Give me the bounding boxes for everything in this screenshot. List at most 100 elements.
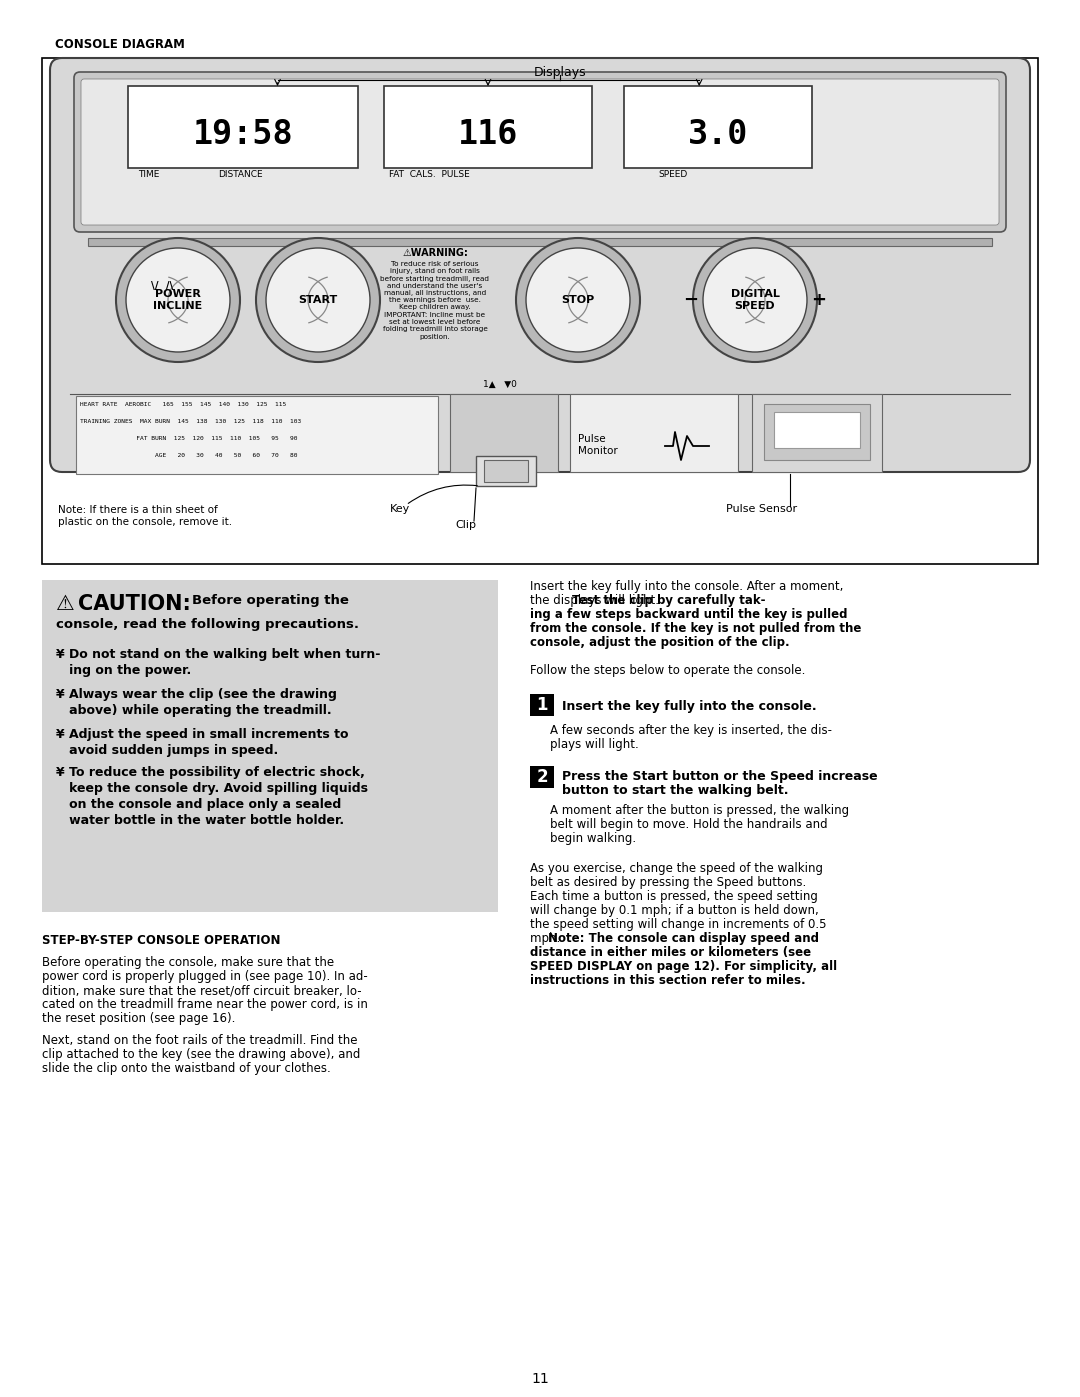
- Text: distance in either miles or kilometers (see: distance in either miles or kilometers (…: [530, 946, 811, 958]
- Text: power cord is properly plugged in (see page 10). In ad-: power cord is properly plugged in (see p…: [42, 970, 368, 983]
- Text: A moment after the button is pressed, the walking: A moment after the button is pressed, th…: [550, 805, 849, 817]
- Text: INCLINE: INCLINE: [153, 300, 203, 312]
- Text: 116: 116: [458, 119, 518, 151]
- Text: will change by 0.1 mph; if a button is held down,: will change by 0.1 mph; if a button is h…: [530, 904, 819, 916]
- Text: console, read the following precautions.: console, read the following precautions.: [56, 617, 359, 631]
- Text: slide the clip onto the waistband of your clothes.: slide the clip onto the waistband of you…: [42, 1062, 330, 1076]
- Text: \/  /\: \/ /\: [151, 281, 173, 291]
- Text: STOP: STOP: [562, 295, 595, 305]
- Text: Each time a button is pressed, the speed setting: Each time a button is pressed, the speed…: [530, 890, 818, 902]
- Bar: [530, 694, 554, 717]
- Text: ⚠: ⚠: [56, 594, 75, 615]
- Circle shape: [516, 237, 640, 362]
- Bar: [624, 87, 812, 168]
- Text: CONSOLE DIAGRAM: CONSOLE DIAGRAM: [55, 38, 185, 52]
- Bar: [476, 455, 536, 486]
- Text: As you exercise, change the speed of the walking: As you exercise, change the speed of the…: [530, 862, 823, 875]
- Circle shape: [526, 249, 630, 352]
- Circle shape: [693, 237, 816, 362]
- Text: To reduce risk of serious
injury, stand on foot rails
before starting treadmill,: To reduce risk of serious injury, stand …: [380, 261, 489, 339]
- Text: 1▲   ▼0: 1▲ ▼0: [483, 380, 517, 388]
- Bar: [570, 394, 738, 472]
- Text: cated on the treadmill frame near the power cord, is in: cated on the treadmill frame near the po…: [42, 997, 368, 1011]
- Text: ¥ To reduce the possibility of electric shock,
   keep the console dry. Avoid sp: ¥ To reduce the possibility of electric …: [56, 766, 368, 827]
- Bar: [384, 87, 592, 168]
- Text: Follow the steps below to operate the console.: Follow the steps below to operate the co…: [530, 664, 806, 678]
- Text: −: −: [684, 291, 699, 309]
- Text: dition, make sure that the reset/off circuit breaker, lo-: dition, make sure that the reset/off cir…: [42, 983, 362, 997]
- Text: DISTANCE: DISTANCE: [218, 170, 262, 179]
- Bar: [129, 87, 357, 168]
- Text: ing a few steps backward until the key is pulled: ing a few steps backward until the key i…: [530, 608, 848, 622]
- FancyBboxPatch shape: [81, 80, 999, 225]
- Text: Before operating the: Before operating the: [192, 594, 349, 608]
- Bar: [752, 394, 882, 472]
- Text: plays will light.: plays will light.: [550, 738, 638, 752]
- Text: Press the Start button or the Speed increase: Press the Start button or the Speed incr…: [562, 770, 878, 782]
- Text: clip attached to the key (see the drawing above), and: clip attached to the key (see the drawin…: [42, 1048, 361, 1060]
- Text: Note: If there is a thin sheet of
plastic on the console, remove it.: Note: If there is a thin sheet of plasti…: [58, 504, 232, 527]
- Text: Next, stand on the foot rails of the treadmill. Find the: Next, stand on the foot rails of the tre…: [42, 1034, 357, 1046]
- Bar: [530, 766, 554, 788]
- Text: FAT  CALS.  PULSE: FAT CALS. PULSE: [389, 170, 470, 179]
- Circle shape: [266, 249, 370, 352]
- Text: FAT BURN  125  120  115  110  105   95   90: FAT BURN 125 120 115 110 105 95 90: [80, 436, 297, 441]
- Text: Clip: Clip: [455, 520, 476, 529]
- Text: ¥ Do not stand on the walking belt when turn-
   ing on the power.: ¥ Do not stand on the walking belt when …: [56, 648, 380, 678]
- Text: SPEED DISPLAY on page 12). For simplicity, all: SPEED DISPLAY on page 12). For simplicit…: [530, 960, 837, 972]
- Text: Before operating the console, make sure that the: Before operating the console, make sure …: [42, 956, 334, 970]
- Bar: [450, 394, 558, 472]
- Text: Insert the key fully into the console. After a moment,: Insert the key fully into the console. A…: [530, 580, 843, 592]
- Text: belt will begin to move. Hold the handrails and: belt will begin to move. Hold the handra…: [550, 819, 827, 831]
- Text: belt as desired by pressing the Speed buttons.: belt as desired by pressing the Speed bu…: [530, 876, 807, 888]
- Text: Key: Key: [390, 504, 410, 514]
- Bar: [42, 59, 1038, 564]
- Bar: [774, 412, 860, 448]
- Text: the reset position (see page 16).: the reset position (see page 16).: [42, 1011, 235, 1025]
- Bar: [764, 404, 870, 460]
- Text: the speed setting will change in increments of 0.5: the speed setting will change in increme…: [530, 918, 826, 930]
- Text: the displays will light.: the displays will light.: [530, 594, 663, 608]
- Text: Insert the key fully into the console.: Insert the key fully into the console.: [562, 700, 816, 712]
- Bar: [87, 237, 993, 246]
- FancyBboxPatch shape: [75, 73, 1005, 232]
- Text: Test the clip by carefully tak-: Test the clip by carefully tak-: [572, 594, 766, 608]
- Bar: [76, 395, 438, 474]
- Text: instructions in this section refer to miles.: instructions in this section refer to mi…: [530, 974, 806, 988]
- Text: mph.: mph.: [530, 932, 564, 944]
- Circle shape: [703, 249, 807, 352]
- Text: Pulse
Monitor: Pulse Monitor: [578, 434, 618, 455]
- Text: ¥ Adjust the speed in small increments to
   avoid sudden jumps in speed.: ¥ Adjust the speed in small increments t…: [56, 728, 349, 757]
- Text: 3.0: 3.0: [688, 119, 748, 151]
- Text: 11: 11: [531, 1372, 549, 1386]
- Text: 2: 2: [536, 768, 548, 787]
- Text: 1: 1: [537, 696, 548, 714]
- Text: A few seconds after the key is inserted, the dis-: A few seconds after the key is inserted,…: [550, 724, 832, 738]
- Text: ⚠WARNING:: ⚠WARNING:: [402, 249, 468, 258]
- Circle shape: [126, 249, 230, 352]
- Text: console, adjust the position of the clip.: console, adjust the position of the clip…: [530, 636, 789, 650]
- Text: from the console. If the key is not pulled from the: from the console. If the key is not pull…: [530, 622, 862, 636]
- Text: TIME: TIME: [138, 170, 160, 179]
- Text: AGE   20   30   40   50   60   70   80: AGE 20 30 40 50 60 70 80: [80, 453, 297, 458]
- Text: Displays: Displays: [534, 66, 586, 80]
- Text: SPEED: SPEED: [734, 300, 775, 312]
- Text: 19:58: 19:58: [192, 119, 294, 151]
- Text: begin walking.: begin walking.: [550, 833, 636, 845]
- Text: POWER: POWER: [156, 289, 201, 299]
- Text: TRAINING ZONES  MAX BURN  145  138  130  125  118  110  103: TRAINING ZONES MAX BURN 145 138 130 125 …: [80, 419, 301, 425]
- Circle shape: [116, 237, 240, 362]
- Text: SPEED: SPEED: [658, 170, 687, 179]
- Text: Note: The console can display speed and: Note: The console can display speed and: [548, 932, 819, 944]
- Text: STEP-BY-STEP CONSOLE OPERATION: STEP-BY-STEP CONSOLE OPERATION: [42, 935, 281, 947]
- Bar: [484, 460, 528, 482]
- FancyBboxPatch shape: [50, 59, 1030, 472]
- Text: START: START: [298, 295, 338, 305]
- Text: DIGITAL: DIGITAL: [730, 289, 780, 299]
- Text: HEART RATE  AEROBIC   165  155  145  140  130  125  115: HEART RATE AEROBIC 165 155 145 140 130 1…: [80, 402, 286, 407]
- Text: ¥ Always wear the clip (see the drawing
   above) while operating the treadmill.: ¥ Always wear the clip (see the drawing …: [56, 687, 337, 717]
- Bar: [42, 580, 498, 912]
- Text: +: +: [811, 291, 826, 309]
- Text: CAUTION:: CAUTION:: [78, 594, 191, 615]
- Text: button to start the walking belt.: button to start the walking belt.: [562, 784, 788, 798]
